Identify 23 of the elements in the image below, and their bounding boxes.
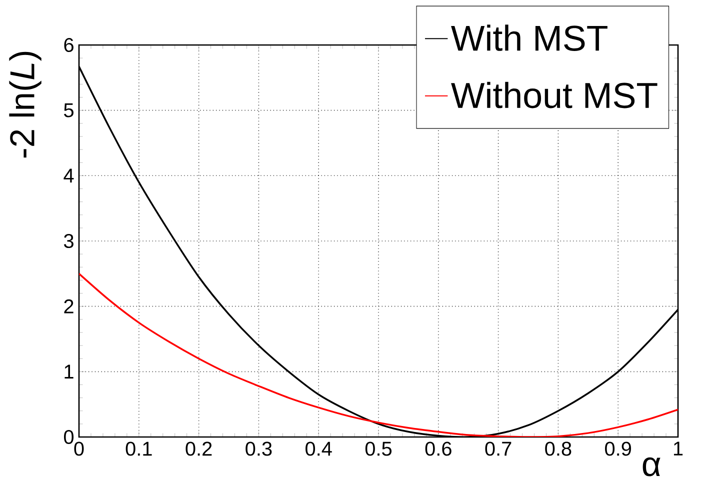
y-tick-label: 1 (64, 364, 74, 379)
x-tick-label: 0 (74, 442, 84, 456)
text: With MST (451, 24, 608, 51)
x-tick-label: 0.1 (126, 442, 152, 456)
x-tick-label: 0.6 (425, 442, 452, 456)
x-axis-title: α (642, 457, 660, 476)
x-tick-label: 1 (674, 442, 683, 456)
y-tick-label: 5 (64, 103, 74, 118)
x-tick-label: 0.9 (605, 442, 631, 456)
x-tick-label: 0.3 (246, 442, 272, 456)
x-tick-label: 0.8 (545, 442, 572, 456)
y-tick-label: 0 (64, 430, 74, 444)
y-tick-label: 2 (64, 299, 74, 314)
x-tick-label: 0.5 (365, 442, 392, 456)
y-tick-label: 3 (64, 234, 74, 248)
legend-label: Without MST (451, 82, 658, 108)
y-tick-label: 4 (64, 168, 74, 183)
line-series (79, 272, 678, 437)
x-tick-label: 0.7 (485, 442, 512, 456)
y-axis-title: -2 ln(L) (9, 52, 42, 158)
x-tick-label: 0.4 (306, 442, 332, 456)
x-tick-label: 0.2 (186, 442, 212, 456)
y-tick-label: 6 (64, 38, 74, 52)
